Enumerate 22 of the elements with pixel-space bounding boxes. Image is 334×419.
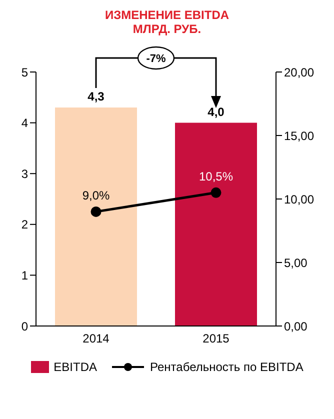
data-label: 10,5% [198,170,234,184]
y2-tick-label: 5,00 [284,256,308,270]
x-tick-label: 2015 [202,332,230,346]
chart-title: ИЗМЕНЕНИЕ EBITDA [104,8,230,22]
y-tick-label: 0 [21,319,28,334]
text: -7% [146,53,166,65]
y-tick-label: 2 [21,218,28,232]
legend-label: EBITDA [52,360,98,374]
y-tick-label: 4 [21,116,28,130]
y-tick-label: 1 [21,268,28,282]
y-tick-label: 5 [21,65,28,80]
x-tick-label: 2014 [82,332,110,346]
data-label: 4,3 [88,90,105,104]
y2-tick-label: 10,00 [284,192,314,206]
data-label: 9,0% [82,188,110,203]
legend-label: Рентабельность по EBITDA [149,360,304,374]
y-tick-label: 3 [21,166,28,181]
y2-tick-label: 0,00 [284,319,308,334]
chart-subtitle: МЛРД. РУБ. [132,22,202,36]
y2-tick-label: 20,00 [284,65,314,80]
y2-tick-label: 15,00 [284,128,314,143]
data-label: 4,0 [208,104,225,119]
